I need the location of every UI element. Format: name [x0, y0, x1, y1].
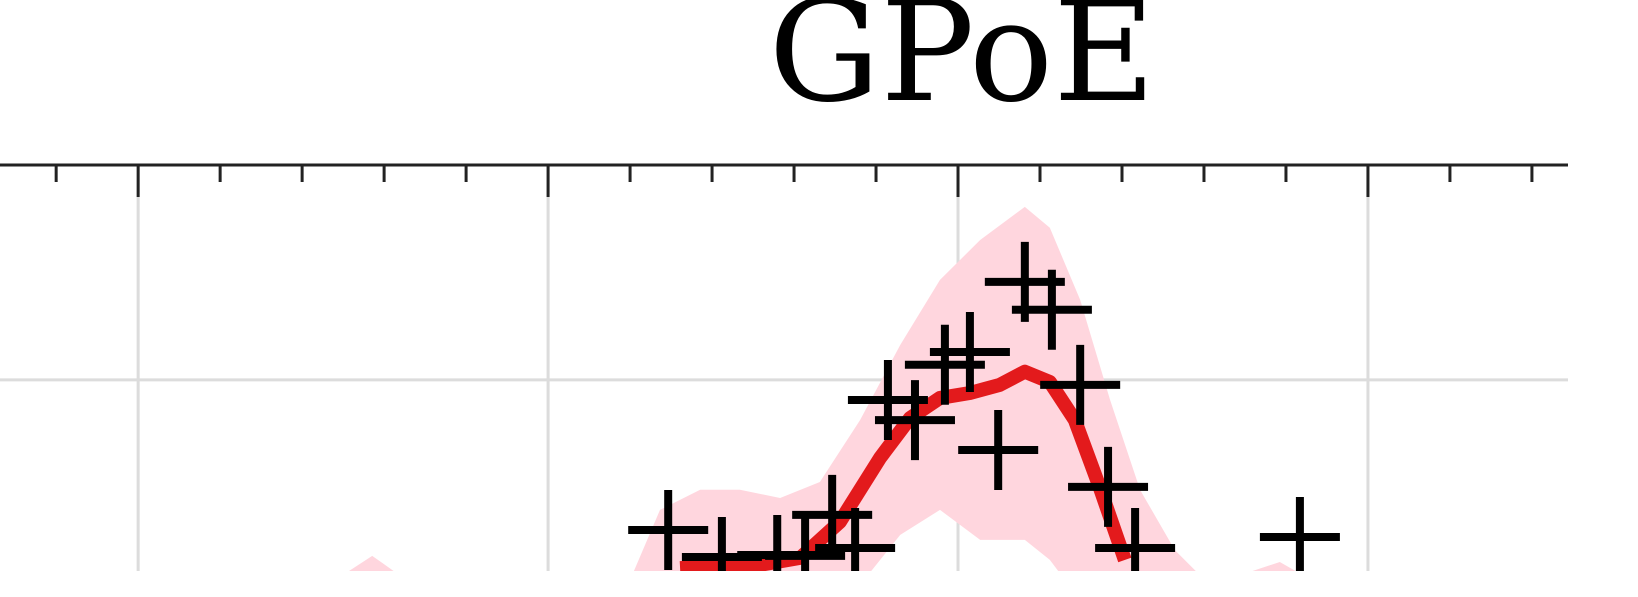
data-point: [1095, 508, 1176, 571]
plot-area: [0, 165, 1568, 571]
data-point: [815, 508, 896, 571]
data-point: [1068, 446, 1149, 527]
data-point: [765, 515, 846, 571]
data-point: [1011, 269, 1092, 350]
data-point: [628, 489, 709, 570]
confidence-band: [349, 206, 1296, 571]
data-point: [958, 410, 1039, 491]
data-point: [929, 312, 1010, 393]
data-point: [1259, 496, 1340, 571]
data-point: [874, 380, 955, 461]
chart-title: GPoE: [769, 0, 1156, 134]
data-point: [1040, 344, 1121, 425]
axis: [0, 163, 1568, 197]
